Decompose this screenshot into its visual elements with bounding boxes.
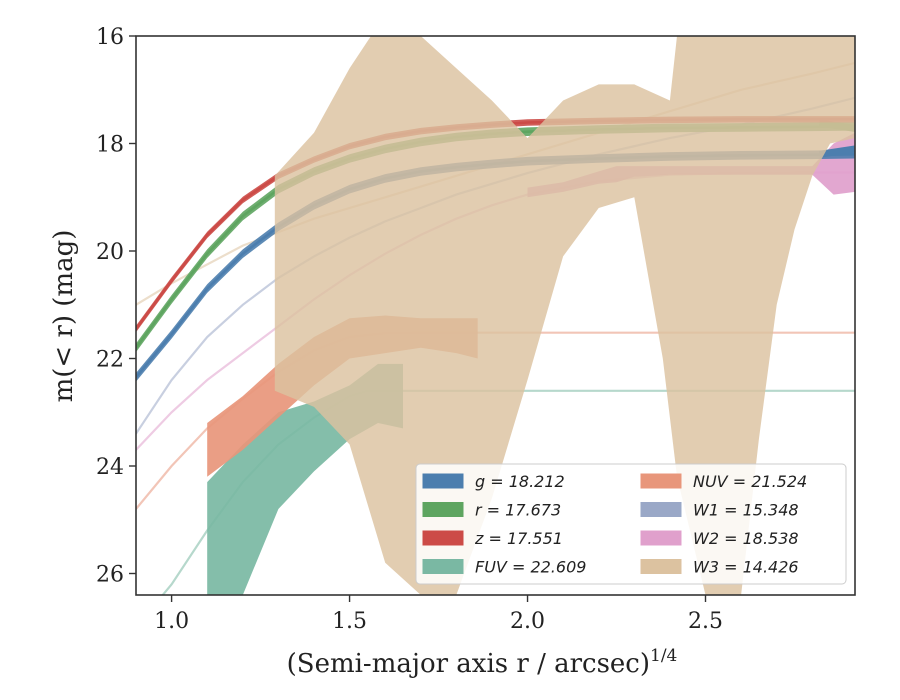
y-axis-title: m(< r) (mag): [49, 230, 79, 403]
legend-label: NUV = 21.524: [693, 472, 807, 491]
x-tick-label: 2.0: [510, 609, 545, 634]
legend-swatch: [640, 473, 682, 489]
y-tick-label: 18: [96, 133, 124, 158]
plot-frame: [135, 35, 856, 596]
plot-area: [136, 36, 855, 595]
legend-swatch: [422, 559, 464, 574]
legend-label: W2 = 18.538: [693, 529, 799, 548]
legend-label: W1 = 15.348: [693, 501, 799, 520]
x-axis-title-superscript: 1/4: [650, 646, 677, 666]
legend-frame: [415, 463, 847, 585]
y-tick-label: 16: [96, 25, 124, 50]
x-tick-label: 1.0: [154, 609, 189, 634]
y-tick-label: 26: [96, 563, 124, 588]
legend-label: z = 17.551: [474, 529, 563, 548]
series-g-tail: [818, 145, 855, 158]
legend-label: r = 17.673: [475, 501, 561, 520]
x-tick-label: 1.5: [332, 609, 367, 634]
legend-label: g = 18.212: [475, 472, 565, 491]
legend-swatch: [640, 502, 682, 517]
legend-swatch: [422, 530, 464, 546]
y-axis: 16 18 20 22 24 26: [96, 25, 136, 588]
x-axis-title-main: (Semi-major axis r / arcsec): [287, 649, 650, 679]
x-axis: 1.0 1.5 2.0 2.5: [154, 595, 723, 634]
legend: g = 18.212 r = 17.673 z = 17.551 FUV = 22.6…: [415, 463, 847, 585]
x-axis-title: (Semi-major axis r / arcsec)1/4: [287, 646, 678, 679]
y-tick-label: 20: [96, 240, 124, 265]
legend-swatch: [422, 502, 464, 517]
y-tick-label: 24: [96, 455, 124, 480]
legend-swatch: [640, 559, 682, 574]
y-tick-label: 22: [96, 348, 124, 373]
legend-swatch: [422, 473, 464, 489]
legend-swatch: [640, 530, 682, 546]
series-w3-band: [274, 36, 855, 595]
legend-label: FUV = 22.609: [475, 558, 586, 577]
legend-label: W3 = 14.426: [693, 558, 799, 577]
x-tick-label: 2.5: [688, 609, 723, 634]
